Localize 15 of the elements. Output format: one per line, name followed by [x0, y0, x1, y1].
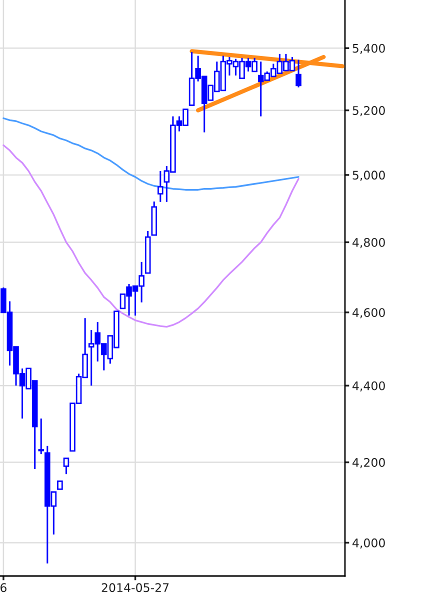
- y-tick-label: 5,200: [352, 106, 385, 116]
- y-tick-label: 5,000: [352, 170, 385, 181]
- y-tick-label: 4,400: [352, 381, 385, 392]
- candlestick: [158, 170, 164, 203]
- candlestick: [296, 58, 302, 88]
- y-tick-label: 4,200: [352, 458, 385, 468]
- x-tick-label: 6: [0, 583, 6, 592]
- y-tick-label: 4,600: [352, 308, 385, 318]
- candlestick: [63, 458, 70, 475]
- y-tick-label: 4,800: [352, 238, 385, 248]
- candlestick: [38, 418, 44, 455]
- x-tick-label: 2014-05-27: [102, 583, 169, 592]
- line-series: [2, 144, 300, 328]
- y-tick-label: 4,000: [352, 538, 385, 549]
- y-tick-label: 5,400: [352, 44, 385, 54]
